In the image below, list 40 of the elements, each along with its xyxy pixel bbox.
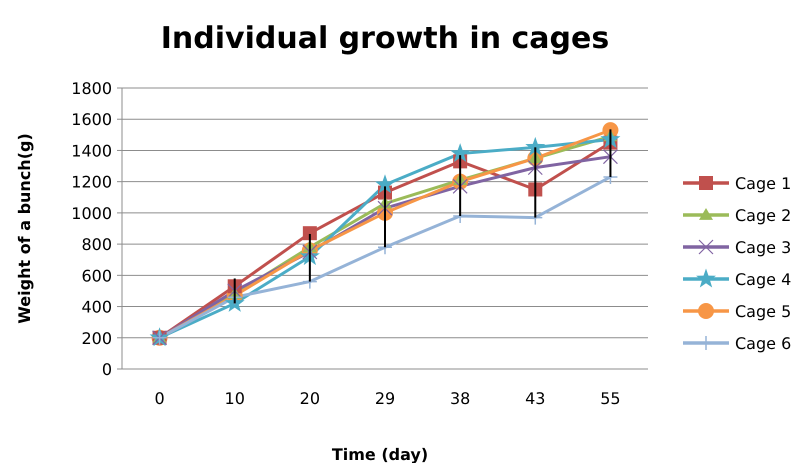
bar <box>534 147 536 218</box>
y-tick-label: 800 <box>81 235 112 254</box>
y-axis-title: Weight of a bunch(g) <box>15 133 34 324</box>
point <box>450 143 470 162</box>
chart-title: Individual growth in cages <box>160 21 610 56</box>
y-tick-label: 1000 <box>71 204 112 223</box>
point <box>377 200 393 216</box>
legend-label: Cage 2 <box>735 206 792 225</box>
legend-label: Cage 3 <box>735 238 792 257</box>
bar <box>459 155 462 216</box>
point <box>375 174 395 194</box>
bar <box>234 278 236 304</box>
x-tick-label: 55 <box>600 389 621 408</box>
legend-label: Cage 5 <box>735 302 792 321</box>
x-tick-label: 0 <box>154 389 165 408</box>
point <box>452 178 468 194</box>
y-tick-label: 1400 <box>71 141 112 160</box>
y-tick-label: 600 <box>81 266 112 286</box>
y-tick-label: 1800 <box>71 79 112 98</box>
legend-label: Cage 6 <box>735 334 792 353</box>
x-tick-label: 20 <box>300 389 320 408</box>
bar <box>308 234 311 282</box>
point <box>302 226 317 240</box>
bar <box>609 129 612 177</box>
legend-label: Cage 1 <box>735 174 792 193</box>
point <box>227 283 242 299</box>
y-tick-label: 200 <box>81 328 112 348</box>
x-tick-label: 43 <box>525 389 546 408</box>
bar <box>384 186 386 248</box>
x-tick-label: 10 <box>224 389 245 408</box>
y-tick-label: 400 <box>81 298 112 317</box>
x-tick-label: 38 <box>450 389 470 408</box>
x-tick-label: 29 <box>374 389 396 408</box>
y-tick-label: 1600 <box>71 110 112 130</box>
y-tick-label: 0 <box>102 360 112 379</box>
point <box>602 149 618 164</box>
y-tick-label: 1200 <box>71 172 112 192</box>
point <box>525 136 546 156</box>
point <box>528 160 543 176</box>
legend-label: Cage 4 <box>735 270 792 289</box>
